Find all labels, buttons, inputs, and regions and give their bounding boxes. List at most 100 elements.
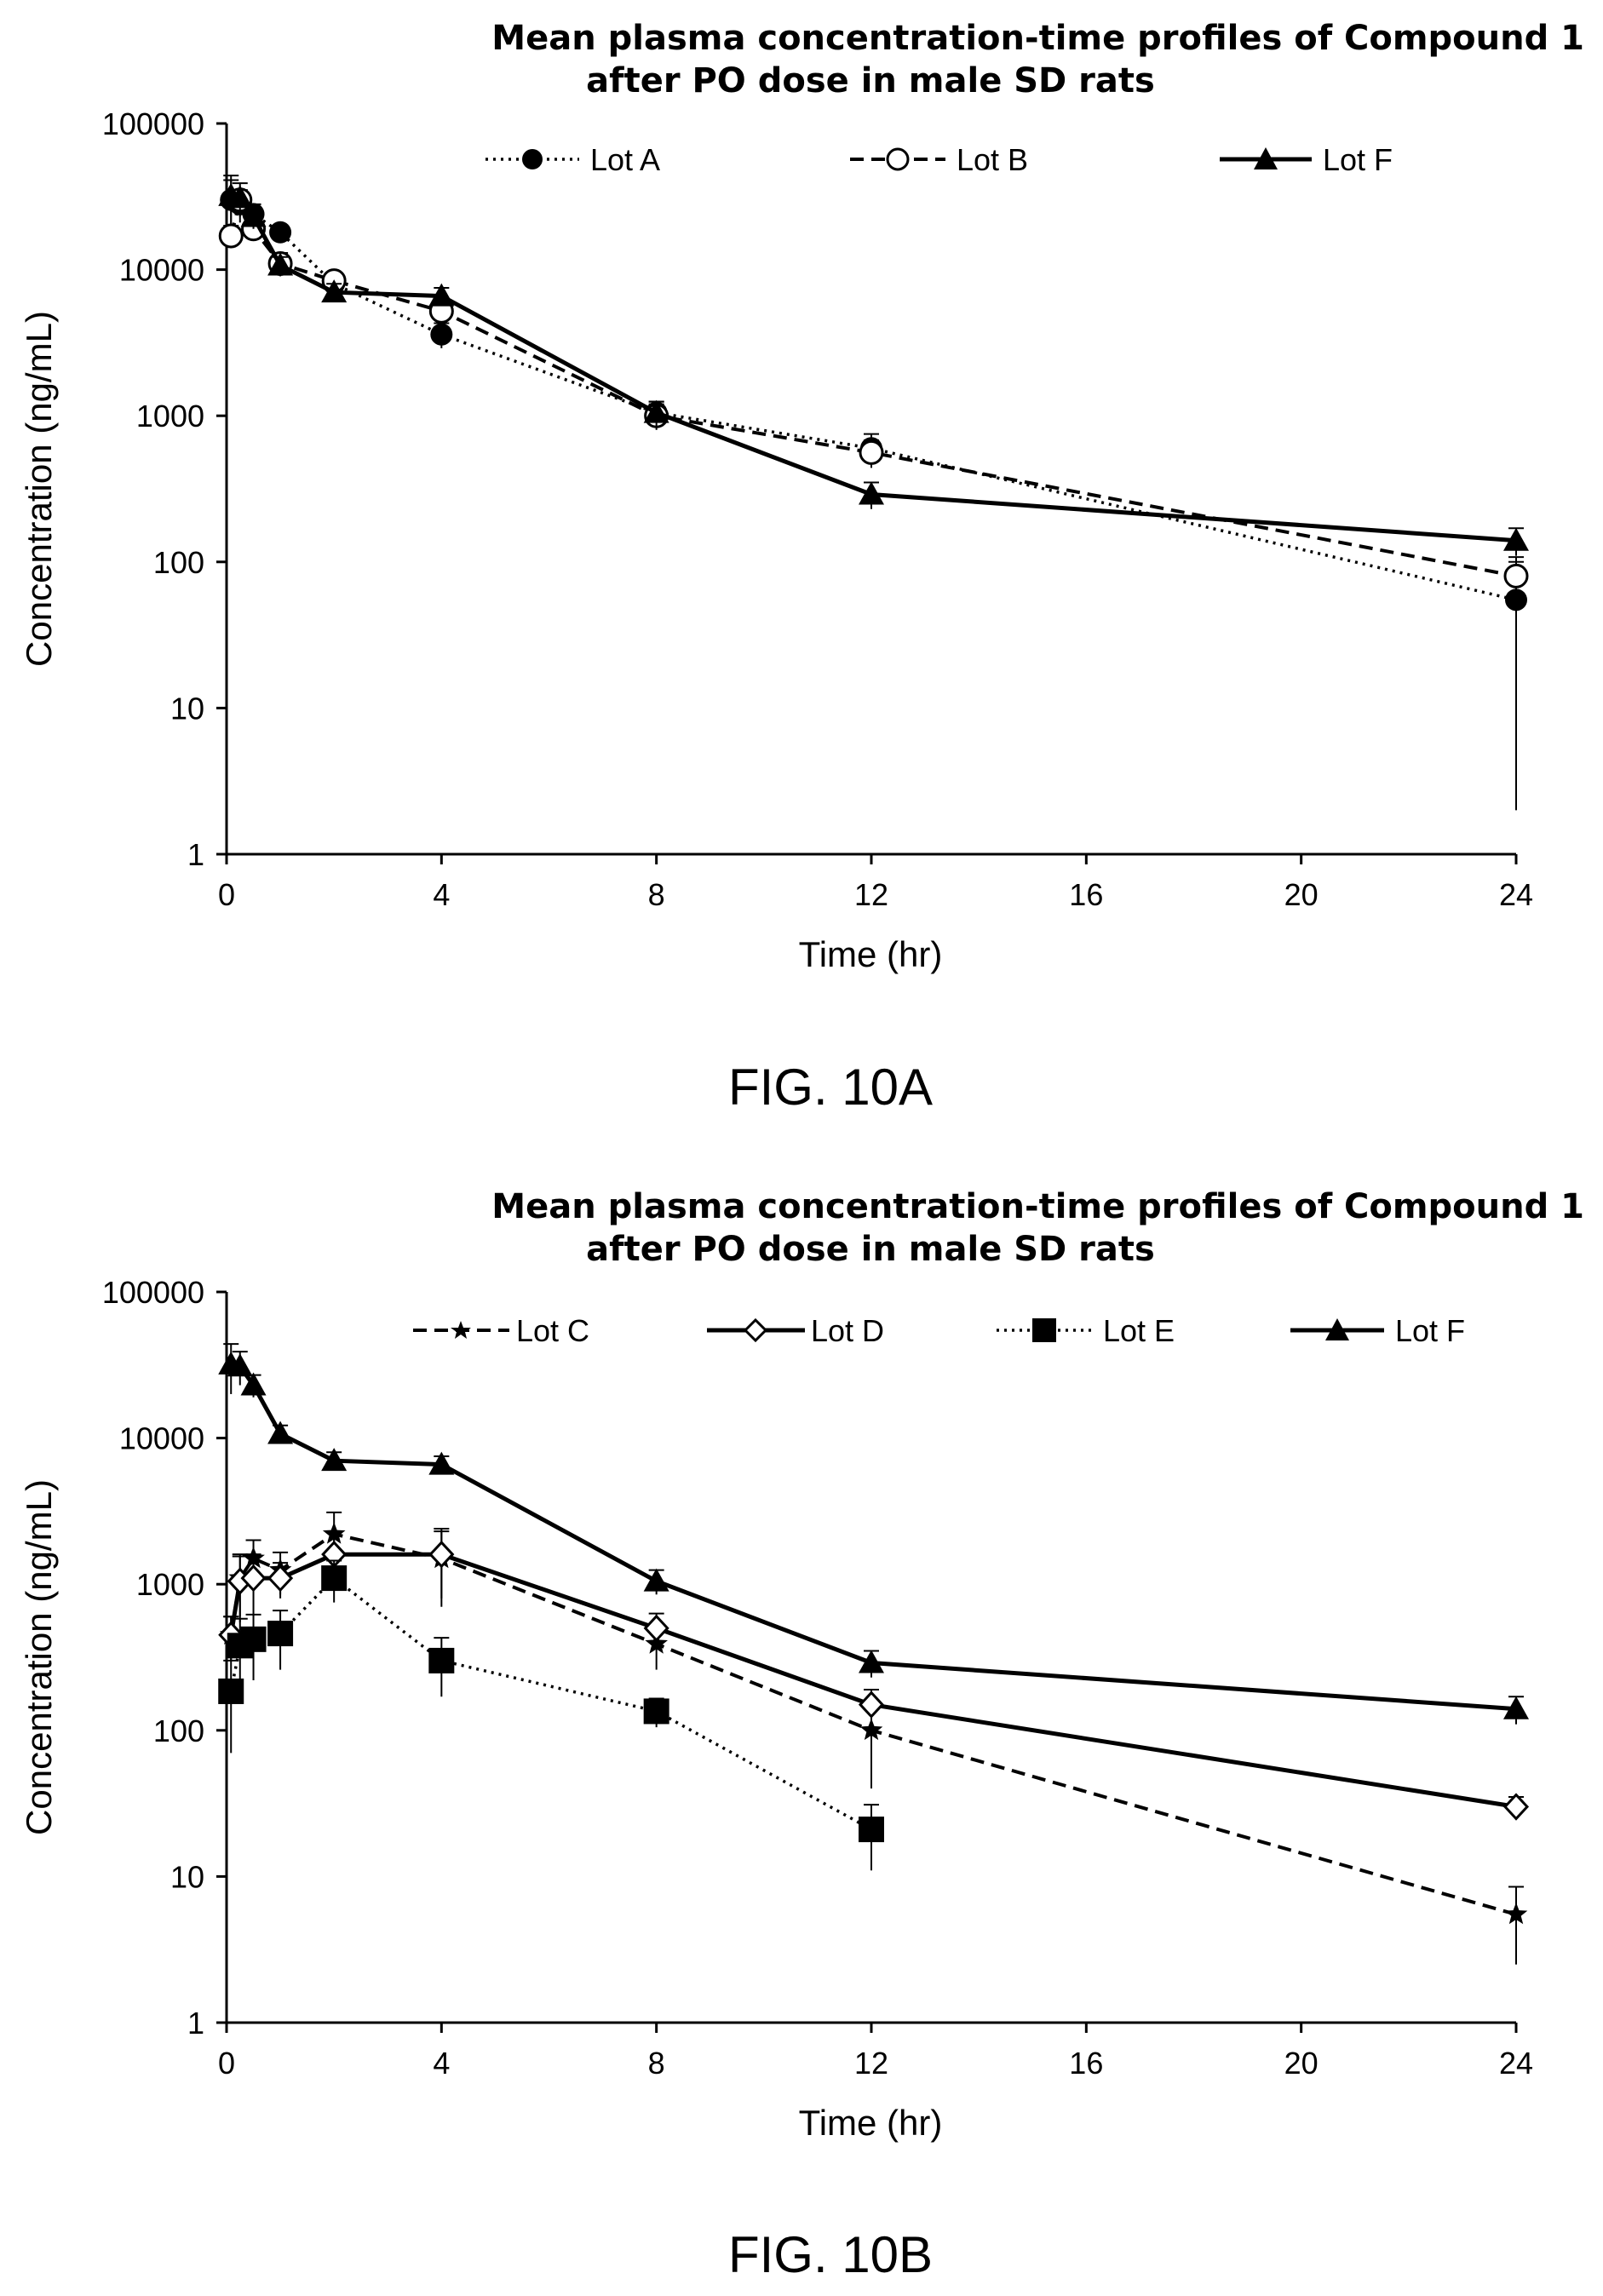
y-tick-label: 100 xyxy=(153,1713,204,1748)
x-tick-label: 8 xyxy=(648,2046,665,2081)
chart-title-line2: after PO dose in male SD rats xyxy=(586,1230,1155,1269)
legend-marker-lot-e xyxy=(1032,1318,1056,1342)
chart-10b: Mean plasma concentration-time profiles … xyxy=(19,1187,1584,2283)
series-lot-e xyxy=(218,1559,884,1871)
series-lot-c xyxy=(219,1511,1528,1965)
series-line-lot-e xyxy=(229,1576,872,1831)
data-point-lot-c xyxy=(859,1718,883,1741)
chart-title-line1: Mean plasma concentration-time profiles … xyxy=(491,1187,1584,1226)
x-tick-label: 16 xyxy=(1069,2046,1103,2081)
data-point-lot-f xyxy=(1503,527,1529,551)
data-point-lot-d xyxy=(240,1564,267,1593)
plot-area xyxy=(218,175,1529,811)
x-tick-label: 0 xyxy=(218,2046,235,2081)
legend-marker-lot-b xyxy=(886,147,910,171)
series-line-lot-b xyxy=(229,194,1517,578)
data-point-lot-b xyxy=(218,223,244,249)
series-line-lot-d xyxy=(228,1552,1517,1809)
y-tick-label: 1 xyxy=(187,837,204,872)
data-point-lot-e xyxy=(267,1621,294,1647)
legend-item-lot-e: Lot E xyxy=(997,1313,1175,1348)
data-point-lot-f xyxy=(240,204,267,227)
data-point-lot-f xyxy=(321,1448,348,1472)
data-point-lot-e xyxy=(321,1565,348,1592)
data-point-lot-f xyxy=(267,252,294,276)
legend-label-lot-d: Lot D xyxy=(811,1313,884,1348)
y-tick-label: 10000 xyxy=(119,253,204,288)
x-tick-label: 4 xyxy=(433,2046,450,2081)
x-tick-label: 12 xyxy=(854,877,888,912)
x-tick-label: 16 xyxy=(1069,877,1103,912)
y-axis-label: Concentration (ng/mL) xyxy=(19,311,59,667)
legend-item-lot-f: Lot F xyxy=(1220,142,1393,177)
data-point-lot-b xyxy=(859,439,884,465)
legend-item-lot-f: Lot F xyxy=(1290,1313,1465,1348)
data-point-lot-f xyxy=(321,279,348,303)
data-point-lot-f xyxy=(428,283,455,307)
chart-title-line2: after PO dose in male SD rats xyxy=(586,61,1155,100)
y-tick-label: 10 xyxy=(170,1859,204,1894)
x-axis: 0 4 8 12 16 20 24 xyxy=(218,852,1533,912)
data-point-lot-a xyxy=(269,221,292,244)
chart-10a: Mean plasma concentration-time profiles … xyxy=(19,19,1584,1116)
legend-marker-lot-f xyxy=(1325,1318,1349,1340)
data-point-lot-e xyxy=(643,1698,669,1725)
x-tick-label: 4 xyxy=(433,877,450,912)
legend-label-lot-a: Lot A xyxy=(590,142,660,177)
legend-item-lot-b: Lot B xyxy=(850,142,1028,177)
y-axis: 1 10 100 1000 10000 100000 xyxy=(102,106,228,872)
legend-item-lot-a: Lot A xyxy=(485,142,660,177)
legend-item-lot-d: Lot D xyxy=(707,1313,884,1348)
figure-caption: FIG. 10A xyxy=(728,1059,933,1116)
data-point-lot-b xyxy=(1503,563,1529,588)
data-point-lot-c xyxy=(1504,1903,1528,1925)
legend-marker-lot-c xyxy=(451,1321,471,1339)
y-tick-label: 1 xyxy=(187,2006,204,2041)
legend-label-lot-c: Lot C xyxy=(516,1313,589,1348)
legend-label-lot-e: Lot E xyxy=(1103,1313,1175,1348)
legend-label-lot-f: Lot F xyxy=(1395,1313,1465,1348)
legend-marker-lot-d xyxy=(743,1317,768,1343)
legend-marker-lot-a xyxy=(522,149,543,169)
y-tick-label: 10000 xyxy=(119,1421,204,1456)
data-point-lot-d xyxy=(643,1614,669,1643)
y-tick-label: 1000 xyxy=(136,399,204,433)
data-point-lot-f xyxy=(227,1353,253,1377)
series-lot-d xyxy=(218,1527,1530,1821)
x-tick-label: 24 xyxy=(1499,877,1533,912)
x-tick-label: 24 xyxy=(1499,2046,1533,2081)
data-point-lot-a xyxy=(1505,588,1527,611)
x-axis-label: Time (hr) xyxy=(799,2103,943,2143)
data-point-lot-d xyxy=(267,1564,294,1593)
y-axis: 1 10 100 1000 10000 100000 xyxy=(102,1275,228,2041)
y-tick-label: 10 xyxy=(170,691,204,726)
figure-caption: FIG. 10B xyxy=(728,2226,933,2283)
series-lot-b xyxy=(218,187,1529,594)
x-tick-label: 12 xyxy=(854,2046,888,2081)
data-point-lot-f xyxy=(428,1451,455,1475)
data-point-lot-e xyxy=(428,1647,455,1673)
data-point-lot-f xyxy=(859,1650,884,1673)
legend-label-lot-f: Lot F xyxy=(1323,142,1393,177)
plot-area xyxy=(218,1343,1530,1965)
data-point-lot-d xyxy=(428,1540,455,1569)
chart-title-line1: Mean plasma concentration-time profiles … xyxy=(491,19,1584,58)
data-point-lot-f xyxy=(643,1568,669,1592)
data-point-lot-e xyxy=(240,1626,267,1652)
legend: Lot A Lot B Lot F xyxy=(485,142,1393,177)
series-lot-f xyxy=(218,175,1529,556)
x-axis: 0 4 8 12 16 20 24 xyxy=(218,2021,1533,2081)
y-tick-label: 1000 xyxy=(136,1567,204,1602)
data-point-lot-f xyxy=(240,1372,267,1396)
y-tick-label: 100000 xyxy=(102,1275,204,1310)
data-point-lot-a xyxy=(430,323,453,346)
data-point-lot-d xyxy=(858,1690,885,1719)
x-tick-label: 8 xyxy=(648,877,665,912)
series-lot-f xyxy=(218,1343,1529,1725)
data-point-lot-f xyxy=(1503,1696,1529,1719)
data-point-lot-d xyxy=(1502,1793,1530,1821)
data-point-lot-f xyxy=(859,481,884,505)
legend-marker-lot-f xyxy=(1254,147,1278,169)
data-point-lot-f xyxy=(643,399,669,423)
